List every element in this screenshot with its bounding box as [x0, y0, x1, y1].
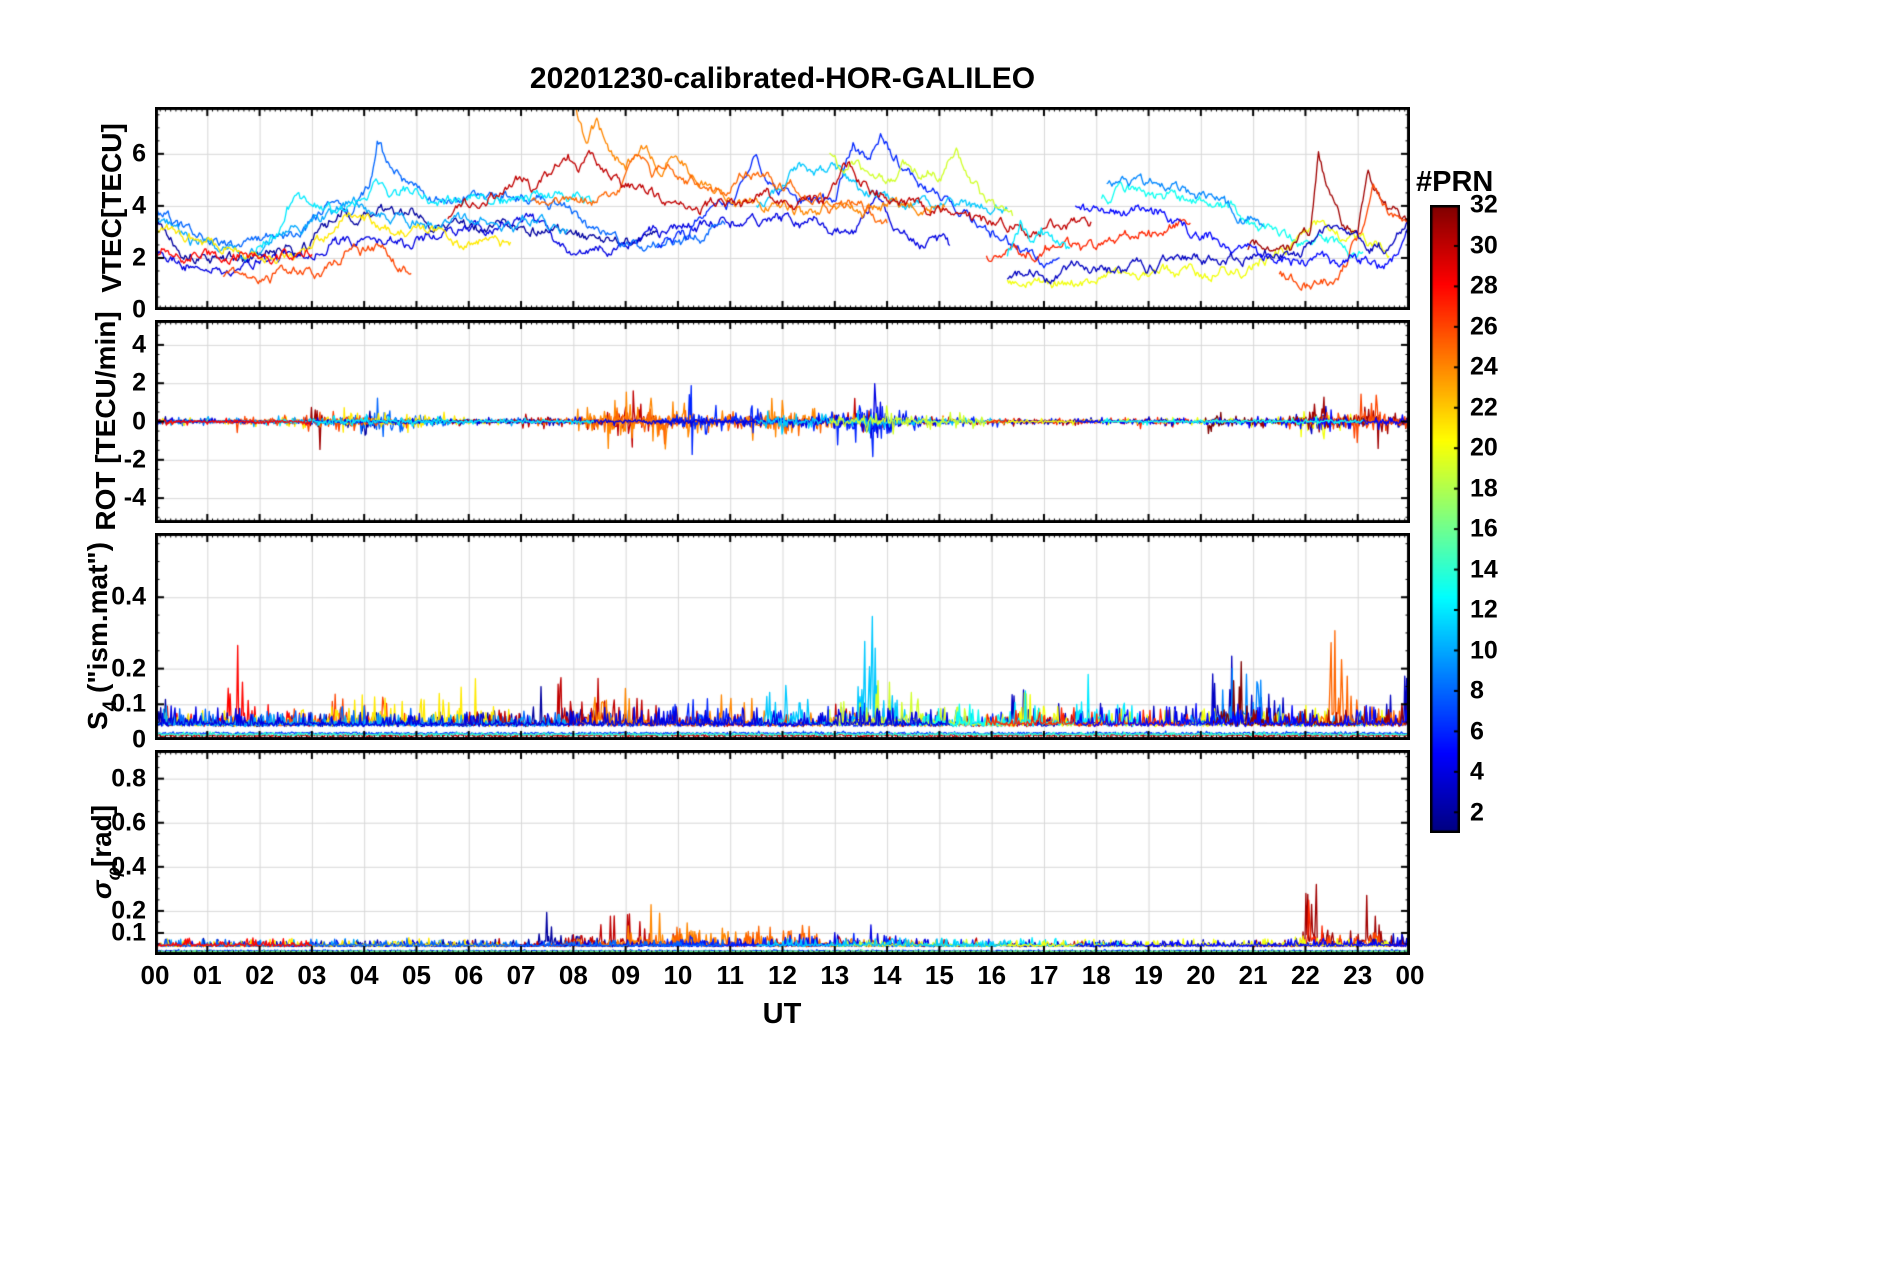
colorbar-tick-label: 30: [1470, 231, 1498, 260]
vtec-y-tick-label: 6: [132, 139, 146, 168]
x-tick-label: 19: [1134, 960, 1163, 990]
x-tick-label: 00: [140, 960, 170, 990]
rot-y-tick-label: 2: [132, 368, 146, 397]
x-tick-label: 10: [663, 960, 693, 990]
x-tick-label: 18: [1081, 960, 1111, 990]
colorbar-tick-label: 4: [1470, 757, 1484, 786]
colorbar-tick-label: 2: [1470, 798, 1484, 827]
vtec-y-tick-label: 2: [132, 243, 146, 272]
colorbar-tick-label: 16: [1470, 514, 1498, 543]
x-tick-label: 05: [401, 960, 431, 990]
sigma_phi-y-tick-label: 0.6: [111, 808, 146, 837]
x-tick-label: 08: [558, 960, 588, 990]
colorbar: [1430, 205, 1460, 833]
s4-y-tick-label: 0: [132, 725, 146, 754]
x-tick-label: 22: [1290, 960, 1320, 990]
s4-y-tick-label: 0.4: [111, 582, 146, 611]
x-tick-label: 13: [820, 960, 850, 990]
colorbar-tick-label: 10: [1470, 636, 1498, 665]
x-tick-label: 17: [1029, 960, 1059, 990]
colorbar-tick-label: 26: [1470, 312, 1498, 341]
sigma_phi-y-tick-label: 0.2: [111, 896, 146, 925]
x-tick-label: 03: [297, 960, 327, 990]
sigma-phi-panel-plot: [155, 750, 1410, 955]
vtec-panel-plot: [155, 107, 1410, 310]
x-tick-label: 06: [454, 960, 484, 990]
x-tick-label: 09: [611, 960, 641, 990]
x-tick-label: 23: [1343, 960, 1373, 990]
x-tick-label: 00: [1395, 960, 1425, 990]
chart-title: 20201230-calibrated-HOR-GALILEO: [529, 62, 1036, 95]
rot-y-tick-label: 0: [132, 407, 146, 435]
x-tick-label: 01: [192, 960, 222, 990]
x-tick-label: 16: [977, 960, 1007, 990]
vtec-y-tick-label: 4: [132, 191, 146, 220]
colorbar-title: #PRN: [1416, 166, 1494, 198]
colorbar-tick-label: 14: [1470, 555, 1498, 584]
x-tick-label: 07: [506, 960, 536, 990]
sigma_phi-y-tick-label: 0.8: [111, 764, 146, 793]
x-tick-label: 12: [768, 960, 797, 990]
colorbar-tick-label: 8: [1470, 676, 1484, 705]
x-tick-label: 14: [872, 960, 902, 990]
colorbar-tick-label: 22: [1470, 393, 1498, 422]
colorbar-tick-label: 32: [1470, 190, 1498, 219]
x-tick-label: 04: [349, 960, 379, 990]
colorbar-tick-label: 24: [1470, 352, 1498, 381]
x-axis-label: UT: [762, 998, 802, 1030]
x-tick-label: 15: [924, 960, 954, 990]
rot-y-tick-label: 4: [132, 330, 146, 359]
s4-y-tick-label: 0.2: [111, 654, 146, 683]
colorbar-tick-label: 12: [1470, 595, 1498, 624]
sigma_phi-y-tick-label: 0.4: [111, 852, 146, 881]
x-tick-label: 11: [716, 960, 744, 990]
sigma_phi-y-tick-label: 0.1: [111, 918, 146, 947]
colorbar-tick-label: 20: [1470, 433, 1498, 462]
colorbar-tick-label: 6: [1470, 717, 1484, 746]
colorbar-tick-label: 28: [1470, 271, 1498, 300]
x-tick-label: 21: [1238, 960, 1268, 990]
s4-panel-plot: [155, 533, 1410, 740]
rot-y-tick-label: -4: [123, 483, 146, 512]
colorbar-tick-label: 18: [1470, 474, 1498, 503]
x-tick-label: 20: [1186, 960, 1216, 990]
vtec-y-tick-label: 0: [132, 295, 146, 324]
s4-y-tick-label: 0.1: [111, 689, 146, 718]
x-tick-label: 02: [245, 960, 275, 990]
rot-panel-plot: [155, 320, 1410, 523]
rot-y-tick-label: -2: [123, 445, 146, 474]
